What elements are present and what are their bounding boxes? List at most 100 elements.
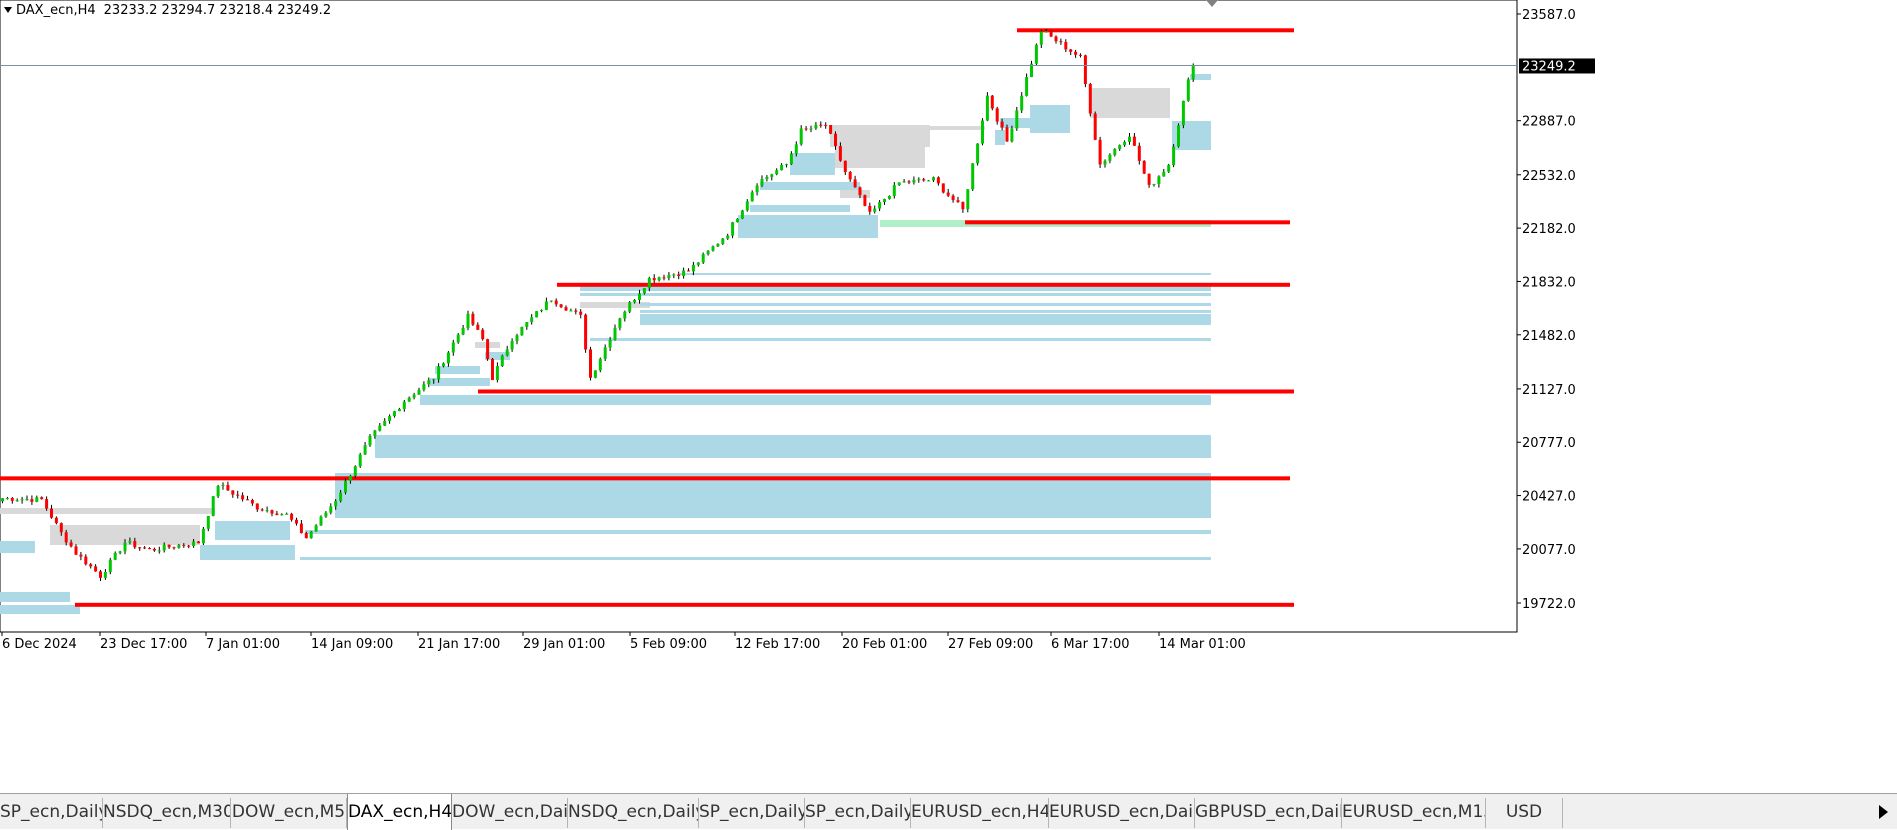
candle-body-144 [706,250,710,255]
candle-body-74 [363,445,367,455]
candle-body-197 [966,189,970,210]
candle-body-243 [1191,65,1195,80]
tab-3[interactable]: DAX_ecn,H4 [347,794,452,830]
chart-area[interactable]: 23587.0 22887.0 22532.0 22182.0 21832.0 21482… [0,0,1897,793]
tab-10[interactable]: GBPUSD_ecn,Daily [1195,798,1342,828]
zone-8 [335,500,1211,518]
candle-body-2 [10,497,14,501]
y-axis-label-9: 20077.0 [1522,543,1576,558]
tab-5[interactable]: NSDQ_ecn,Daily [568,798,699,828]
candle-body-50 [246,499,249,501]
zone-31 [840,190,870,198]
candle-body-121 [593,370,597,378]
candle-body-29 [143,547,147,549]
tab-4[interactable]: DOW_ecn,Daily [452,798,568,828]
candle-body-82 [402,401,406,409]
tab-0[interactable]: SP_ecn,Daily [0,798,103,828]
zone-26 [760,182,860,190]
candle-body-99 [486,339,490,359]
candle-body-182 [892,185,896,196]
candle-body-158 [775,170,779,175]
candle-body-232 [1137,145,1141,161]
candle-body-100 [491,358,494,381]
tab-7[interactable]: SP_ecn,Daily [805,798,911,828]
collapse-triangle-icon[interactable] [4,7,12,13]
level-line-2 [557,282,1290,287]
candle-body-32 [157,550,161,552]
candle-body-98 [481,329,485,340]
candle-body-17 [84,556,88,565]
price-chart[interactable]: 23587.0 22887.0 22532.0 22182.0 21832.0 21482… [0,0,1897,793]
candle-body-155 [760,179,764,186]
candle-body-109 [535,311,539,318]
candle-body-180 [883,199,886,203]
y-axis-label-5: 21482.0 [1522,329,1576,344]
candle-body-23 [113,552,117,560]
candle-body-159 [780,164,784,171]
candle-body-36 [177,545,181,548]
candle-body-105 [515,335,519,342]
tab-11[interactable]: EURUSD_ecn,M15 [1342,798,1486,828]
candle-body-61 [299,523,303,534]
candle-body-81 [397,408,401,412]
candle-body-34 [167,544,171,548]
candle-body-234 [1147,173,1151,185]
candle-body-83 [407,397,411,402]
candle-body-187 [917,179,921,181]
y-axis-label-10: 19722.0 [1522,597,1576,612]
candle-body-239 [1172,146,1176,166]
x-axis-label-1: 23 Dec 17:00 [100,637,187,652]
candle-body-123 [603,347,607,359]
candle-body-152 [745,201,749,211]
candle-body-110 [540,310,543,312]
candle-body-62 [304,533,308,539]
candle-body-130 [638,293,641,300]
candle-body-217 [1064,42,1068,50]
tab-8[interactable]: EURUSD_ecn,H4 [911,798,1049,828]
x-axis-label-10: 6 Mar 17:00 [1051,637,1130,652]
candle-body-133 [652,277,656,281]
candle-body-71 [348,475,352,481]
candle-body-236 [1157,176,1161,184]
candle-body-72 [353,466,357,476]
candle-body-103 [505,349,509,356]
candle-body-75 [368,435,372,446]
candle-body-102 [500,355,504,367]
candle-body-242 [1186,79,1190,101]
candle-body-68 [334,501,338,507]
candle-body-229 [1123,141,1127,146]
candle-body-118 [579,311,583,315]
candle-body-209 [1025,77,1029,96]
zone-33 [1090,88,1170,118]
candle-body-202 [990,95,994,109]
zone-3 [200,545,295,560]
tab-6[interactable]: SP_ecn,Daily [699,798,805,828]
candle-body-117 [574,310,578,312]
zone-17 [590,338,1211,341]
candle-body-165 [809,128,813,130]
candle-body-115 [564,307,568,311]
tab-2[interactable]: DOW_ecn,M5 [231,798,347,828]
candle-body-127 [623,311,627,319]
candle-body-41 [201,528,205,544]
candle-body-185 [907,181,911,183]
zone-22 [680,273,1211,275]
candle-body-76 [373,430,377,436]
candle-body-181 [887,195,891,200]
candle-body-97 [476,324,480,330]
candle-body-19 [94,566,98,572]
candle-body-177 [868,205,872,212]
candle-body-108 [530,317,534,323]
tab-1[interactable]: NSDQ_ecn,M30 [103,798,231,828]
candle-body-240 [1177,125,1180,147]
candle-body-31 [152,548,156,551]
x-axis-label-8: 20 Feb 01:00 [842,637,927,652]
candle-body-226 [1108,154,1112,161]
candle-body-67 [329,506,333,513]
candle-body-69 [339,492,343,502]
zone-11 [430,378,490,386]
candle-body-134 [657,277,661,281]
tab-12[interactable]: USD [1486,798,1563,828]
tab-scroll-right-button[interactable] [1869,796,1897,828]
tab-9[interactable]: EURUSD_ecn,Daily [1049,798,1195,828]
